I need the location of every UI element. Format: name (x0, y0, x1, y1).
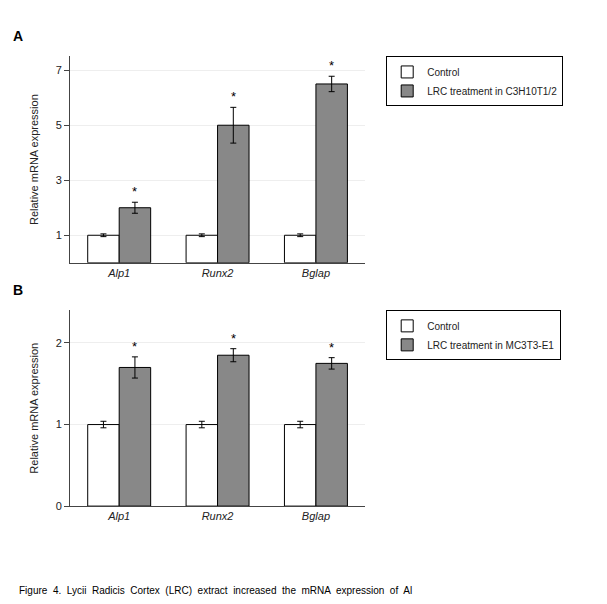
svg-text:Bglap: Bglap (302, 267, 330, 279)
svg-text:3: 3 (56, 174, 62, 186)
svg-text:*: * (231, 331, 236, 346)
svg-text:Control: Control (427, 321, 459, 332)
svg-text:Control: Control (427, 67, 459, 78)
svg-text:Bglap: Bglap (302, 510, 330, 522)
svg-text:B: B (13, 282, 23, 298)
svg-text:Relative mRNA expression: Relative mRNA expression (28, 94, 40, 225)
svg-text:Alp1: Alp1 (107, 510, 130, 522)
svg-text:LRC treatment in MC3T3-E1: LRC treatment in MC3T3-E1 (427, 340, 554, 351)
svg-text:*: * (132, 184, 137, 199)
svg-text:0: 0 (56, 500, 62, 512)
svg-text:A: A (13, 28, 23, 44)
svg-text:Relative mRNA expression: Relative mRNA expression (28, 343, 40, 474)
svg-text:Runx2: Runx2 (202, 510, 234, 522)
svg-text:*: * (231, 89, 236, 104)
svg-text:Runx2: Runx2 (202, 267, 234, 279)
svg-text:7: 7 (56, 64, 62, 76)
svg-text:LRC treatment in C3H10T1/2: LRC treatment in C3H10T1/2 (427, 86, 557, 97)
svg-text:Figure 4. Lycii Radicis Co: Figure 4. Lycii Radicis Cortex (LRC) ext… (19, 585, 412, 596)
svg-text:*: * (329, 340, 334, 355)
svg-text:1: 1 (56, 229, 62, 241)
svg-text:2: 2 (56, 337, 62, 349)
svg-text:*: * (329, 58, 334, 73)
svg-text:*: * (132, 339, 137, 354)
svg-text:5: 5 (56, 119, 62, 131)
svg-text:Alp1: Alp1 (107, 267, 130, 279)
svg-text:1: 1 (56, 418, 62, 430)
